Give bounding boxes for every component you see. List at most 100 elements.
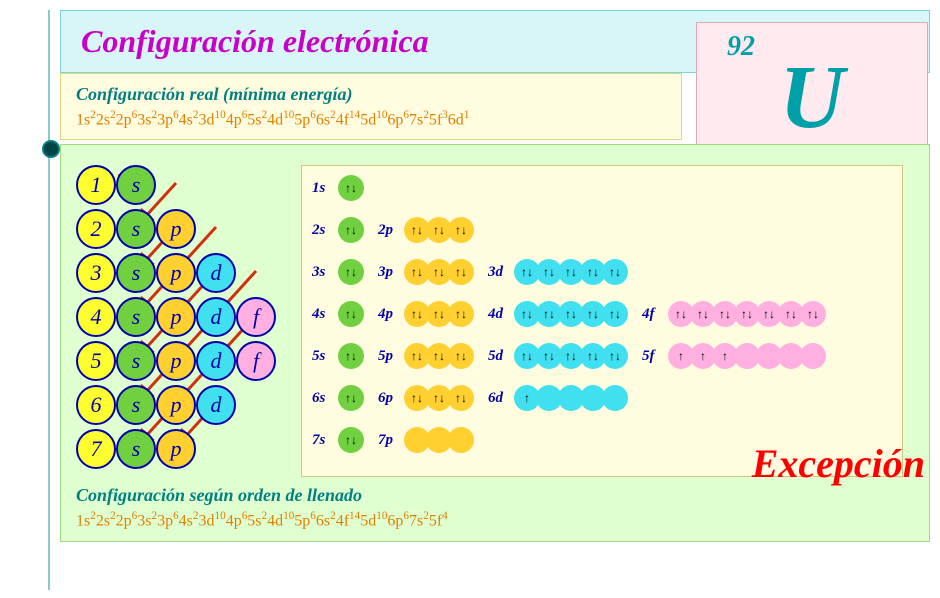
electron-arrows: ↑↓ — [455, 308, 467, 320]
electron-arrows: ↑↓ — [455, 392, 467, 404]
madelung-3d: d — [196, 253, 236, 293]
orbital-5d: ↑↓ — [602, 343, 628, 369]
madelung-1s: s — [116, 165, 156, 205]
electron-arrows: ↑↓ — [521, 350, 533, 362]
orbital-group-4p: ↑↓↑↓↑↓ — [404, 301, 474, 327]
madelung-5d: d — [196, 341, 236, 381]
real-config-box: Configuración real (mínima energía) 1s22… — [60, 73, 682, 140]
orbital-label-2p: 2p — [378, 222, 404, 239]
electron-arrows: ↑↓ — [345, 392, 357, 404]
orbital-group-4f: ↑↓↑↓↑↓↑↓↑↓↑↓↑↓ — [668, 301, 826, 327]
orbital-row: 6s↑↓6p↑↓↑↓↑↓6d↑ — [312, 378, 902, 418]
orbital-2s: ↑↓ — [338, 217, 364, 243]
electron-arrows: ↑↓ — [741, 308, 753, 320]
orbital-4p: ↑↓ — [448, 301, 474, 327]
orbital-label-1s: 1s — [312, 180, 338, 197]
orbital-label-3s: 3s — [312, 264, 338, 281]
orbital-group-7s: ↑↓ — [338, 427, 364, 453]
electron-arrows: ↑↓ — [345, 308, 357, 320]
orbital-5s: ↑↓ — [338, 343, 364, 369]
electron-arrows: ↑↓ — [675, 308, 687, 320]
orbital-row: 3s↑↓3p↑↓↑↓↑↓3d↑↓↑↓↑↓↑↓↑↓ — [312, 252, 902, 292]
orbital-7s: ↑↓ — [338, 427, 364, 453]
orbital-group-6s: ↑↓ — [338, 385, 364, 411]
orbital-6p: ↑↓ — [448, 385, 474, 411]
electron-arrows: ↑↓ — [433, 350, 445, 362]
orbital-label-6p: 6p — [378, 390, 404, 407]
orbital-panel: 1s↑↓2s↑↓2p↑↓↑↓↑↓3s↑↓3p↑↓↑↓↑↓3d↑↓↑↓↑↓↑↓↑↓… — [301, 165, 903, 477]
orbital-2p: ↑↓ — [448, 217, 474, 243]
electron-arrows: ↑↓ — [345, 434, 357, 446]
electron-arrows: ↑↓ — [543, 350, 555, 362]
electron-arrows: ↑↓ — [411, 266, 423, 278]
electron-arrows: ↑↓ — [411, 350, 423, 362]
orbital-group-4d: ↑↓↑↓↑↓↑↓↑↓ — [514, 301, 628, 327]
orbital-label-4f: 4f — [642, 306, 668, 323]
madelung-5p: p — [156, 341, 196, 381]
electron-arrows: ↑↓ — [763, 308, 775, 320]
orbital-group-3p: ↑↓↑↓↑↓ — [404, 259, 474, 285]
electron-arrows: ↑↓ — [565, 350, 577, 362]
electron-arrows: ↑↓ — [609, 308, 621, 320]
madelung-diagram: 1s2sp3spd4spdf5spdf6spd7sp — [76, 165, 276, 475]
orbital-label-7s: 7s — [312, 432, 338, 449]
electron-arrows: ↑ — [524, 392, 530, 404]
orbital-4d: ↑↓ — [602, 301, 628, 327]
madelung-4s: s — [116, 297, 156, 337]
orbital-group-5s: ↑↓ — [338, 343, 364, 369]
electron-arrows: ↑↓ — [565, 308, 577, 320]
electron-arrows: ↑↓ — [345, 224, 357, 236]
orbital-label-2s: 2s — [312, 222, 338, 239]
electron-arrows: ↑ — [700, 350, 706, 362]
orbital-label-4s: 4s — [312, 306, 338, 323]
orbital-group-1s: ↑↓ — [338, 175, 364, 201]
electron-arrows: ↑↓ — [411, 392, 423, 404]
electron-arrows: ↑↓ — [785, 308, 797, 320]
electron-arrows: ↑↓ — [455, 350, 467, 362]
electron-arrows: ↑↓ — [345, 350, 357, 362]
orbital-row: 4s↑↓4p↑↓↑↓↑↓4d↑↓↑↓↑↓↑↓↑↓4f↑↓↑↓↑↓↑↓↑↓↑↓↑↓ — [312, 294, 902, 334]
orbital-group-6d: ↑ — [514, 385, 628, 411]
electron-arrows: ↑↓ — [587, 350, 599, 362]
decorative-dot — [42, 140, 60, 158]
orbital-3p: ↑↓ — [448, 259, 474, 285]
decorative-vline — [48, 10, 50, 590]
orbital-row: 2s↑↓2p↑↓↑↓↑↓ — [312, 210, 902, 250]
orbital-group-2s: ↑↓ — [338, 217, 364, 243]
madelung-6d: d — [196, 385, 236, 425]
orbital-group-6p: ↑↓↑↓↑↓ — [404, 385, 474, 411]
orbital-group-4s: ↑↓ — [338, 301, 364, 327]
electron-arrows: ↑ — [722, 350, 728, 362]
electron-arrows: ↑↓ — [455, 266, 467, 278]
real-config-label: Configuración real (mínima energía) — [76, 84, 666, 105]
madelung-2p: p — [156, 209, 196, 249]
orbital-label-6s: 6s — [312, 390, 338, 407]
electron-arrows: ↑↓ — [411, 308, 423, 320]
orbital-group-5f: ↑↑↑ — [668, 343, 826, 369]
filling-config-label: Configuración según orden de llenado — [76, 485, 914, 506]
electron-arrows: ↑↓ — [411, 224, 423, 236]
electron-arrows: ↑↓ — [521, 266, 533, 278]
electron-arrows: ↑↓ — [807, 308, 819, 320]
electron-arrows: ↑↓ — [587, 266, 599, 278]
electron-arrows: ↑↓ — [543, 266, 555, 278]
shell-number-5: 5 — [76, 341, 116, 381]
madelung-6p: p — [156, 385, 196, 425]
orbital-label-3p: 3p — [378, 264, 404, 281]
madelung-2s: s — [116, 209, 156, 249]
shell-number-3: 3 — [76, 253, 116, 293]
orbital-group-5d: ↑↓↑↓↑↓↑↓↑↓ — [514, 343, 628, 369]
orbital-label-4p: 4p — [378, 306, 404, 323]
orbital-4s: ↑↓ — [338, 301, 364, 327]
orbital-group-3d: ↑↓↑↓↑↓↑↓↑↓ — [514, 259, 628, 285]
main-container: Configuración electrónica 92 U Uranio Co… — [60, 10, 930, 542]
orbital-group-5p: ↑↓ ↑↓ ↑↓ — [404, 343, 474, 369]
orbital-row: 1s↑↓ — [312, 168, 902, 208]
exception-label: Excepción — [752, 440, 925, 487]
madelung-5f: f — [236, 341, 276, 381]
electron-arrows: ↑↓ — [719, 308, 731, 320]
orbital-3s: ↑↓ — [338, 259, 364, 285]
madelung-4d: d — [196, 297, 236, 337]
orbital-label-3d: 3d — [488, 264, 514, 281]
orbital-group-7p — [404, 427, 474, 453]
